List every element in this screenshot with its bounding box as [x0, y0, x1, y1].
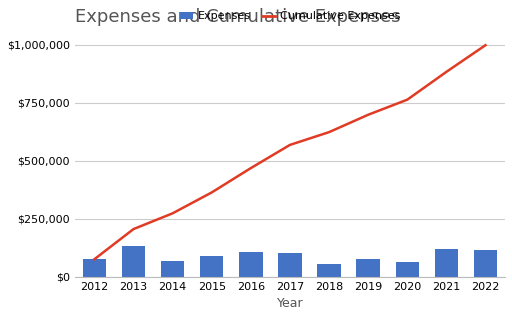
Bar — [200, 256, 223, 277]
Bar — [474, 250, 497, 277]
Bar — [239, 252, 263, 277]
Bar — [82, 259, 106, 277]
Legend: Expenses, Cumulative Expenses: Expenses, Cumulative Expenses — [176, 7, 404, 26]
Bar — [435, 249, 458, 277]
X-axis label: Year: Year — [276, 297, 303, 310]
Bar — [396, 262, 419, 277]
Bar — [161, 261, 184, 277]
Text: Expenses and Cumulative Expenses: Expenses and Cumulative Expenses — [75, 8, 400, 26]
Bar — [278, 254, 302, 277]
Bar — [356, 259, 380, 277]
Bar — [317, 264, 341, 277]
Bar — [122, 247, 145, 277]
